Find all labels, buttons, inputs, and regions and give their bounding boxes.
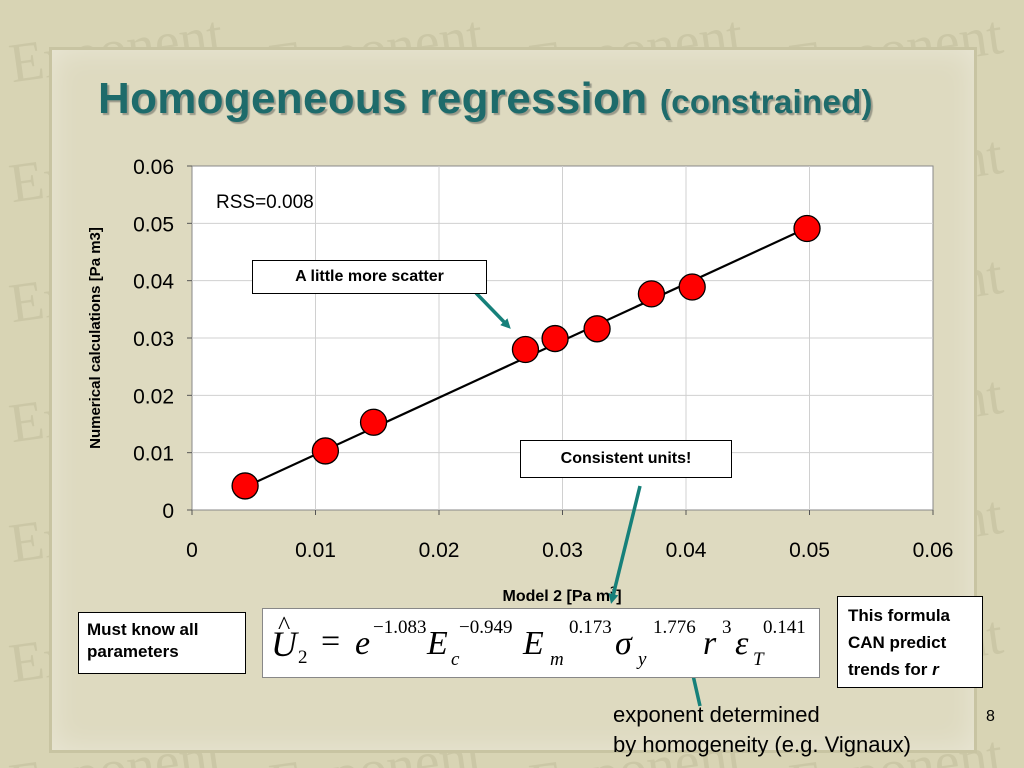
data-point (678, 273, 706, 301)
formula-note-line-3: trends for r (848, 660, 939, 679)
y-axis-label: Numerical calculations [Pa m3] (87, 227, 104, 449)
exponent-note-line-2: by homogeneity (e.g. Vignaux) (613, 732, 911, 757)
formula-epsilon: ε (735, 625, 749, 662)
must-know-callout-text: Must know all parameters (87, 620, 199, 662)
y-tick-label: 0 (162, 500, 174, 523)
formula-ec: E (427, 625, 448, 662)
formula-note-line-2: CAN predict (848, 633, 947, 652)
x-tick-label: 0.05 (789, 539, 830, 562)
formula-e: e (355, 625, 371, 662)
formula-em: E (523, 625, 544, 662)
formula-epsilon-sub: T (753, 649, 764, 670)
formula-ec-sub: c (451, 649, 460, 670)
x-tick-label: 0 (186, 539, 198, 562)
formula-sigma-sub: y (638, 649, 647, 670)
data-point (541, 324, 569, 353)
data-point (359, 408, 388, 436)
data-point (583, 315, 611, 343)
scatter-callout-arrow (474, 291, 511, 329)
formula-lhs: U (271, 624, 297, 664)
units-callout-arrow (608, 485, 642, 604)
x-tick-label: 0.06 (913, 539, 954, 562)
tick-labels: 0 0.01 0.02 0.03 0.04 0.05 0.06 0 0.01 0.02 0.03 0.… (133, 156, 953, 562)
data-points (231, 214, 821, 500)
y-tick-label: 0.04 (133, 271, 174, 294)
formula-em-exp: 0.173 (569, 617, 612, 638)
title-sub: (constrained) (659, 83, 873, 120)
exponent-note-line-1: exponent determined (613, 702, 820, 727)
must-know-callout-box: Must know all parameters (78, 612, 246, 674)
formula-sigma: σ (615, 625, 632, 662)
regression-formula: U ^ 2 = e −1.083 E c −0.949 E m 0.173 σ … (262, 608, 820, 678)
y-tick-label: 0.02 (133, 385, 174, 408)
formula-r: r (703, 625, 717, 662)
y-tick-label: 0.06 (133, 156, 174, 179)
x-tick-label: 0.03 (542, 539, 583, 562)
slide-title: Homogeneous regression (constrained) (98, 74, 873, 124)
scatter-callout-box: A little more scatter (252, 260, 487, 294)
data-point (637, 280, 666, 308)
formula-lhs-sub: 2 (298, 647, 308, 668)
x-tick-label: 0.01 (295, 539, 336, 562)
data-point (793, 214, 821, 243)
exponent-note: exponent determined by homogeneity (e.g.… (613, 700, 911, 760)
formula-note-line-1: This formula (848, 606, 951, 625)
units-callout-text: Consistent units! (560, 450, 692, 467)
formula-em-sub: m (550, 649, 564, 670)
title-main: Homogeneous regression (98, 74, 648, 123)
x-axis-label: Model 2 [Pa m3] (502, 585, 621, 605)
y-tick-label: 0.03 (133, 328, 174, 351)
formula-note-box: This formula CAN predict trends for r (837, 596, 983, 688)
scatter-callout-text: A little more scatter (295, 268, 444, 285)
units-callout-box: Consistent units! (520, 440, 732, 478)
y-tick-label: 0.01 (133, 443, 174, 466)
formula-lhs-hat: ^ (278, 611, 291, 640)
page-number: 8 (986, 708, 995, 725)
x-tick-label: 0.02 (419, 539, 460, 562)
x-tick-label: 0.04 (666, 539, 707, 562)
data-point (311, 437, 340, 465)
data-point (231, 472, 259, 500)
formula-e-exp: −1.083 (373, 617, 427, 638)
rss-annotation: RSS=0.008 (216, 192, 314, 213)
formula-epsilon-exp: 0.141 (763, 617, 806, 638)
formula-ec-exp: −0.949 (459, 617, 513, 638)
formula-r-exp: 3 (722, 617, 732, 638)
formula-equals: = (321, 623, 341, 660)
data-point (511, 335, 540, 364)
y-tick-label: 0.05 (133, 213, 174, 236)
formula-sigma-exp: 1.776 (653, 617, 696, 638)
